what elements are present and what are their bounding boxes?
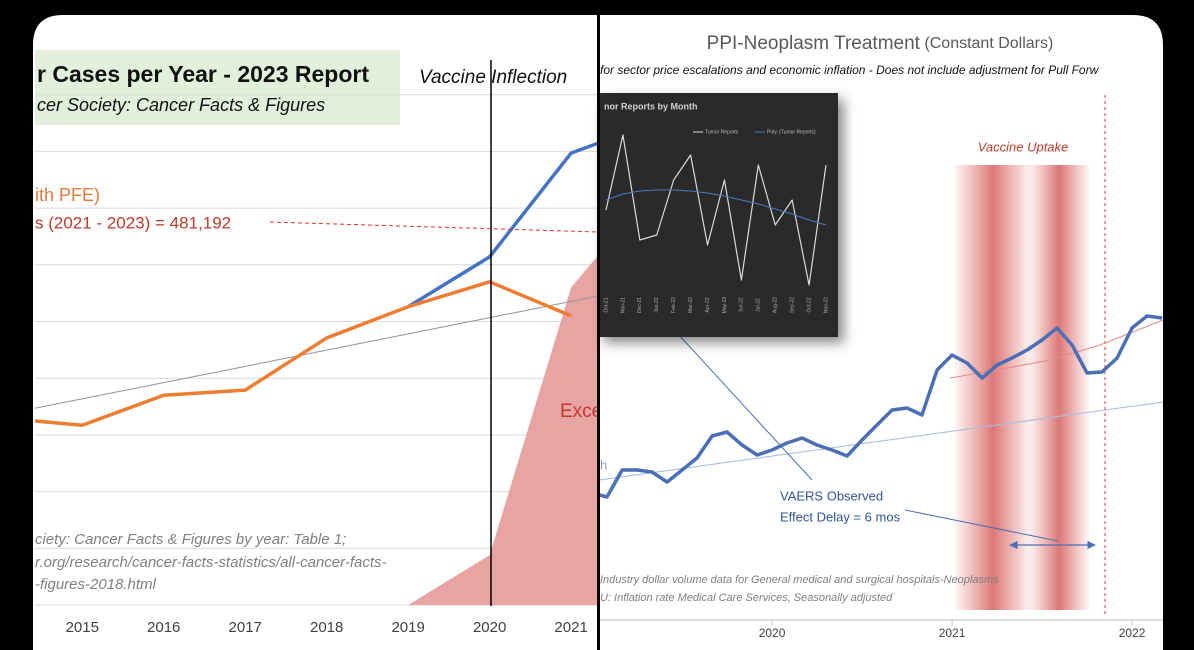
x-tick-label: Nov-21	[620, 297, 626, 313]
divider	[597, 0, 600, 650]
annotation: Vaccine Uptake	[978, 139, 1069, 154]
left-overlay: r Cases per Year - 2023 Report cer Socie…	[35, 60, 602, 606]
x-tick-label: 2020	[759, 626, 786, 640]
series-line	[35, 280, 572, 428]
right-chart: 9202020212022	[598, 314, 1163, 640]
source-note: -figures-2018.html	[35, 576, 157, 593]
x-tick-label: Jul-22	[756, 298, 762, 312]
inset-chart: nor Reports by Month Oct-21 Nov-21 Dec-21 J…	[603, 101, 829, 313]
series-line	[598, 314, 1163, 499]
chart-title: r Cases per Year - 2023 Report	[37, 61, 369, 87]
area	[408, 255, 598, 605]
x-tick-label: 2019	[391, 619, 424, 636]
inset-plot	[605, 134, 827, 286]
x-tick-label: 2015	[66, 619, 99, 636]
inset-background	[598, 93, 838, 337]
inset-title: nor Reports by Month	[604, 101, 698, 111]
legend-label: Poly. (Tumor Reports)	[767, 129, 816, 135]
annotation: h	[600, 457, 607, 472]
x-tick-label: Aug-22	[773, 297, 779, 313]
x-tick-label: 2016	[147, 619, 180, 636]
series-line	[407, 141, 598, 309]
annotation: Vaccine Inflection	[419, 67, 567, 88]
x-tick-label: May-22	[722, 296, 728, 313]
left-chart: 2015 2016 2017 2018 2019 2020 2021	[35, 50, 598, 636]
source-note: r.org/research/cancer-facts-statistics/a…	[35, 554, 387, 571]
annotation-line	[269, 221, 598, 233]
chart-subtitle: cer Society: Cancer Facts & Figures	[37, 95, 325, 115]
x-tick-label: Apr-22	[705, 297, 711, 312]
x-tick-label: Sep-22	[789, 297, 795, 313]
x-tick-label: Jan-22	[654, 297, 660, 313]
trend-line	[35, 295, 598, 409]
title-suffix: (Constant Dollars)	[924, 35, 1053, 52]
annotation: ith PFE)	[35, 185, 100, 205]
x-tick-label: 2022	[1119, 626, 1146, 640]
series-line	[605, 134, 827, 286]
x-tick-label: Oct-21	[603, 297, 609, 312]
uptake-band	[1029, 165, 1089, 610]
x-tick-label: 2021	[939, 626, 966, 640]
chart-title: PPI-Neoplasm Treatment (Constant Dollars…	[707, 33, 1054, 54]
annotation: Effect Delay = 6 mos	[780, 509, 901, 524]
title-box	[35, 50, 400, 125]
x-tick-label: 2017	[229, 619, 262, 636]
chart-subtitle: for sector price escalations and economi…	[600, 63, 1100, 77]
x-tick-label: 2021	[554, 619, 587, 636]
x-tick-label: Oct-22	[806, 297, 812, 312]
annotation: s (2021 - 2023) = 481,192	[35, 213, 231, 232]
trend-line	[949, 319, 1163, 379]
x-tick-label: 2020	[473, 619, 506, 636]
right-overlay: PPI-Neoplasm Treatment (Constant Dollars…	[600, 33, 1100, 604]
x-tick-label: Dec-21	[637, 297, 643, 313]
uptake-band	[955, 165, 1031, 610]
x-tick-label: 2018	[310, 619, 343, 636]
legend-label: Tumor Reports	[705, 129, 739, 135]
vaccine-bands	[598, 95, 1163, 621]
x-tick-label: Mar-22	[688, 297, 694, 313]
annotation: Exce	[560, 401, 602, 422]
trend-line	[605, 189, 827, 226]
x-tick-label: Feb-22	[671, 297, 677, 313]
title-main: PPI-Neoplasm Treatment	[707, 33, 921, 54]
x-tick-label: Jun-22	[739, 297, 745, 313]
x-tick-label: Nov-22	[823, 297, 829, 313]
source-note: ciety: Cancer Facts & Figures by year: T…	[35, 531, 346, 548]
connector	[904, 509, 1059, 542]
annotation: VAERS Observed	[780, 488, 883, 503]
source-note: Industry dollar volume data for General …	[600, 574, 999, 586]
source-note: U: Inflation rate Medical Care Services,…	[600, 592, 893, 604]
